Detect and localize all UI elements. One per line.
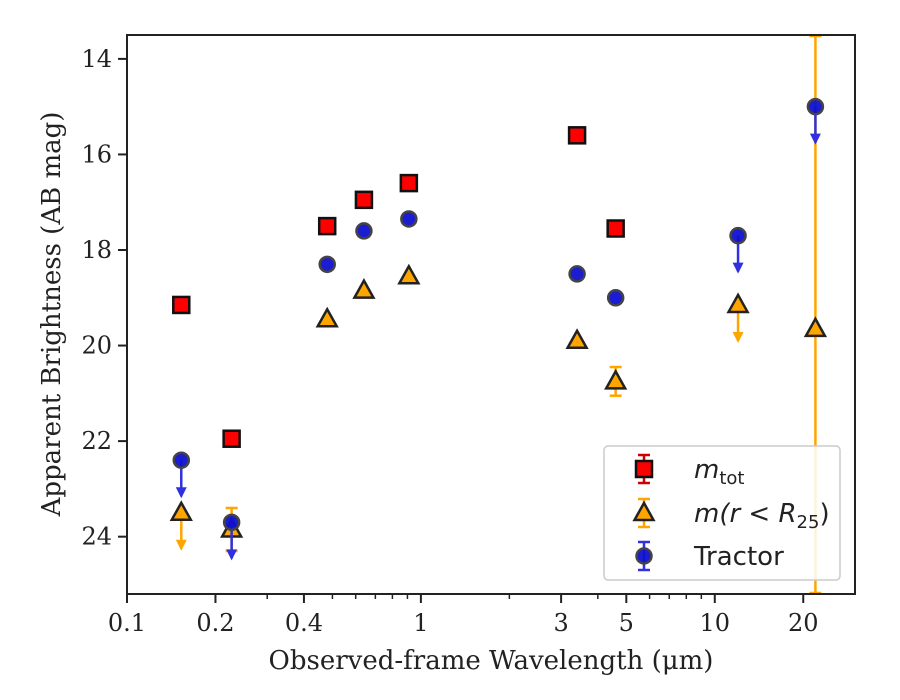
data-point: [315, 306, 339, 328]
legend-marker: [634, 459, 654, 479]
y-tick-label: 16: [81, 140, 112, 168]
y-tick-label: 22: [81, 427, 112, 455]
data-point: [354, 190, 374, 210]
data-point: [397, 263, 421, 285]
series-m-r-r25-: [169, 34, 828, 595]
legend-label: mtot: [694, 455, 744, 489]
upper-limit-arrow-head: [809, 133, 821, 145]
data-point: [318, 255, 336, 274]
upper-limit-arrow-head: [732, 262, 744, 274]
legend-box: [603, 445, 841, 581]
x-tick-label: 20: [788, 609, 819, 637]
x-tick-label: 0.4: [285, 609, 323, 637]
legend: mtot m(r < R25) Tractor: [603, 445, 841, 581]
data-point: [172, 451, 191, 469]
upper-limit-arrow-head: [175, 487, 187, 499]
upper-limit-arrow-head: [175, 539, 187, 551]
upper-limit-arrow-head: [226, 549, 238, 561]
data-point: [604, 368, 628, 390]
x-tick-label: 5: [619, 609, 634, 637]
data-point: [729, 226, 747, 245]
data-point: [568, 265, 586, 283]
legend-label: Tractor: [693, 542, 784, 572]
y-tick-label: 20: [81, 332, 112, 360]
data-point: [352, 278, 376, 299]
data-point: [803, 316, 828, 338]
data-point: [565, 328, 589, 350]
x-tick-label: 0.1: [108, 609, 146, 637]
data-point: [317, 216, 337, 236]
x-tick-label: 3: [553, 609, 568, 637]
legend-label: m(r < R25): [694, 499, 830, 533]
x-tick-label: 0.2: [196, 609, 234, 637]
upper-limit-arrow-head: [732, 331, 744, 343]
x-tick-label: 10: [700, 609, 731, 637]
y-axis-title: Apparent Brightness (AB mag): [37, 112, 67, 518]
data-point: [169, 500, 193, 522]
legend-marker: [632, 500, 656, 522]
data-point: [606, 289, 625, 307]
y-tick-label: 24: [81, 523, 112, 551]
data-point: [355, 222, 373, 240]
data-point: [726, 292, 750, 314]
y-tick-label: 14: [81, 45, 112, 73]
data-point: [567, 126, 587, 145]
data-point: [172, 295, 191, 315]
data-point: [606, 219, 625, 238]
x-tick-label: 1: [413, 609, 428, 637]
data-point: [806, 97, 825, 116]
axes: 0.1 0.2 0.4 1 3 5 10 20 14 16 18 20 22 24: [81, 45, 818, 637]
data-point: [400, 210, 418, 228]
legend-marker: [635, 547, 653, 565]
x-axis-title: Observed-frame Wavelength (μm): [269, 646, 714, 676]
series-m-tot: [172, 126, 625, 448]
y-tick-label: 18: [81, 236, 112, 264]
plot-area: [169, 34, 828, 595]
data-point: [222, 429, 241, 448]
plot-frame: [126, 34, 856, 595]
series-tractor: [172, 97, 825, 561]
data-point: [399, 173, 419, 193]
data-point: [222, 513, 241, 532]
